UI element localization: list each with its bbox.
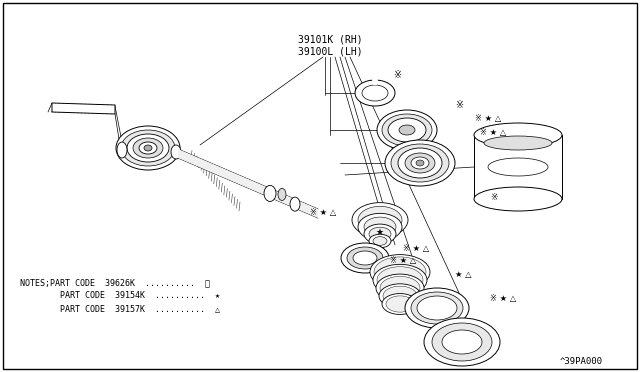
Ellipse shape [355,80,395,106]
Ellipse shape [405,288,469,328]
Text: 39100L (LH): 39100L (LH) [298,47,362,57]
Polygon shape [474,135,562,199]
Ellipse shape [369,234,391,248]
Ellipse shape [388,118,426,142]
Ellipse shape [442,330,482,354]
Ellipse shape [127,134,169,162]
Ellipse shape [383,286,417,306]
Ellipse shape [432,323,492,361]
Ellipse shape [373,264,427,296]
Ellipse shape [369,227,391,241]
Ellipse shape [379,284,421,308]
Ellipse shape [380,276,420,299]
Ellipse shape [278,189,286,201]
Ellipse shape [290,197,300,211]
Text: ^39PA000: ^39PA000 [560,357,603,366]
Ellipse shape [376,274,424,302]
Polygon shape [52,103,115,114]
Ellipse shape [264,185,276,201]
Ellipse shape [347,247,383,269]
Text: 39101K (RH): 39101K (RH) [298,35,362,45]
Text: ※ ★ △: ※ ★ △ [490,294,516,302]
Text: ※: ※ [455,100,463,110]
Ellipse shape [133,138,163,158]
Text: ※ ★ △: ※ ★ △ [310,208,336,218]
Text: ※: ※ [490,192,497,202]
Ellipse shape [398,148,442,178]
Ellipse shape [474,187,562,211]
Ellipse shape [416,160,424,166]
Ellipse shape [116,126,180,170]
Ellipse shape [405,153,435,173]
Text: ★ △: ★ △ [455,269,472,279]
Ellipse shape [474,123,562,147]
Ellipse shape [382,294,418,314]
Ellipse shape [488,158,548,176]
Text: ※ ★ △: ※ ★ △ [390,256,416,264]
Ellipse shape [484,136,552,150]
Ellipse shape [424,318,500,366]
Ellipse shape [358,206,402,234]
Ellipse shape [377,110,437,150]
Text: ※ ★ △: ※ ★ △ [403,244,429,253]
Ellipse shape [364,217,396,237]
Ellipse shape [411,157,429,169]
Polygon shape [372,79,378,85]
Text: ※ ★ △: ※ ★ △ [475,113,501,122]
Ellipse shape [352,203,408,237]
Ellipse shape [399,125,415,135]
Ellipse shape [370,254,430,289]
Ellipse shape [358,214,402,241]
Ellipse shape [117,142,127,158]
Ellipse shape [386,296,414,312]
Text: PART CODE  39154K  ..........  ★: PART CODE 39154K .......... ★ [20,292,220,301]
Text: NOTES;PART CODE  39626K  ..........  ※: NOTES;PART CODE 39626K .......... ※ [20,279,210,288]
Text: ★: ★ [375,228,383,237]
Ellipse shape [364,224,396,244]
Ellipse shape [385,140,455,186]
Ellipse shape [171,145,181,159]
Ellipse shape [382,114,432,146]
Polygon shape [178,149,318,218]
Ellipse shape [353,251,377,265]
Ellipse shape [374,257,426,287]
Ellipse shape [377,267,423,294]
Ellipse shape [139,142,157,154]
Ellipse shape [411,292,463,324]
Text: PART CODE  39157K  ..........  △: PART CODE 39157K .......... △ [20,305,220,314]
Text: ※: ※ [393,70,401,80]
Ellipse shape [373,237,387,246]
Text: ※ ★ △: ※ ★ △ [480,128,506,137]
Ellipse shape [121,130,175,166]
Ellipse shape [362,85,388,101]
Ellipse shape [417,296,457,320]
Ellipse shape [144,145,152,151]
Ellipse shape [341,243,389,273]
Ellipse shape [391,144,449,182]
